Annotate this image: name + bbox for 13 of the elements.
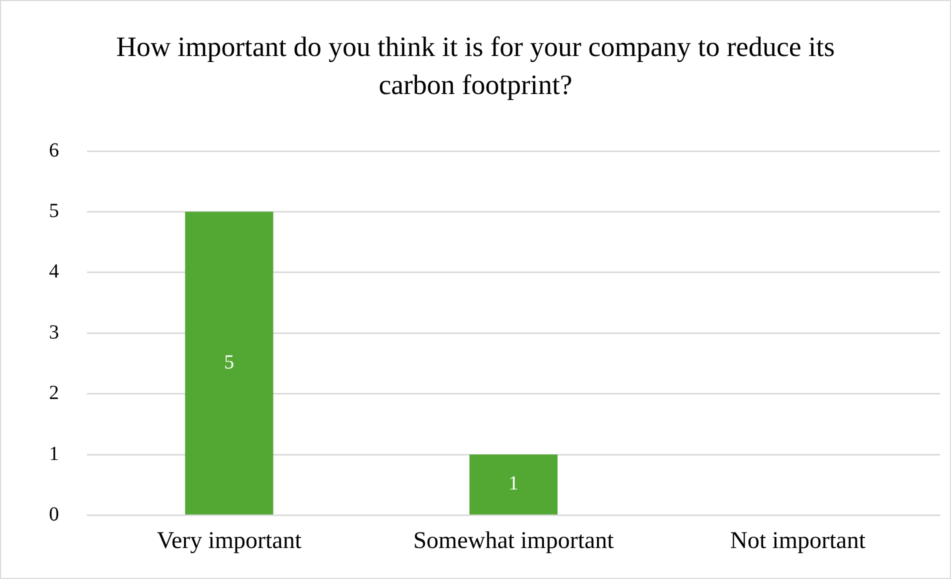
x-tick-label: Somewhat important xyxy=(413,528,614,554)
y-tick-label: 0 xyxy=(49,503,59,526)
y-tick-label: 4 xyxy=(49,260,59,283)
y-tick-label: 3 xyxy=(49,321,59,344)
x-tick-label: Not important xyxy=(730,528,866,554)
chart-title: How important do you think it is for your company to reduce its carbon footprint? xyxy=(116,31,836,103)
data-label: 5 xyxy=(224,351,234,374)
y-tick-label: 2 xyxy=(49,382,59,404)
y-tick-label: 6 xyxy=(49,139,59,162)
x-tick-label: Very important xyxy=(156,528,302,554)
data-label: 1 xyxy=(508,472,518,495)
y-tick-label: 1 xyxy=(49,442,59,465)
y-tick-label: 5 xyxy=(49,200,59,222)
